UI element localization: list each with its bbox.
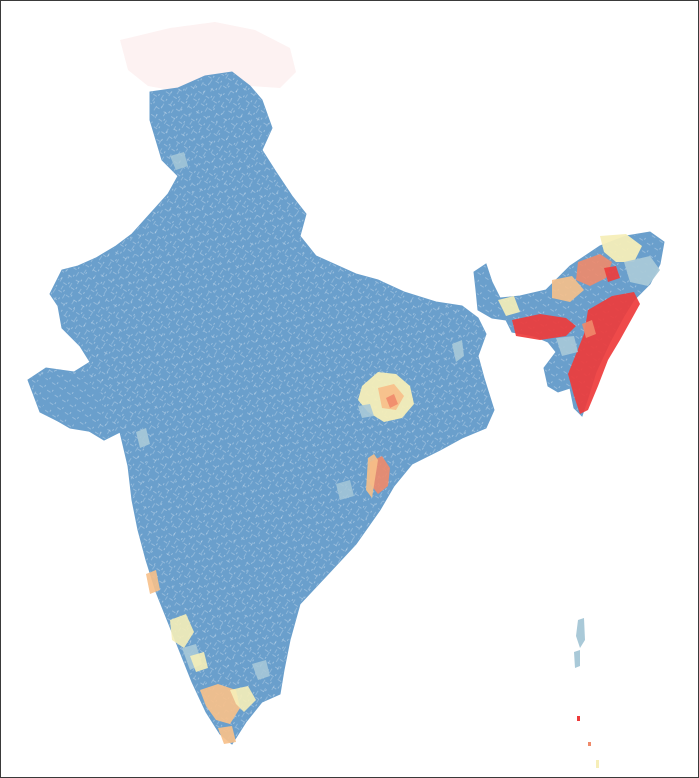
nicobar-island-3: [596, 760, 599, 768]
district-texture-overlay: [28, 72, 494, 744]
tamilnadu-yellow-2: [190, 652, 208, 672]
ne-pale-blue-patch: [624, 256, 660, 286]
ne-salmon-spot: [582, 320, 596, 338]
ne-red-band-meghalaya: [512, 314, 576, 340]
ne-red-spot: [604, 266, 620, 282]
pale-patch-bihar: [452, 340, 464, 362]
jharkhand-salmon-spot: [386, 394, 398, 408]
ne-salmon-patch: [576, 254, 612, 286]
tamilnadu-peach-cluster: [200, 684, 240, 724]
nicobar-island-2: [588, 742, 591, 746]
jharkhand-pale-blue: [358, 404, 374, 418]
tamilnadu-yellow-fringe: [230, 686, 256, 712]
ne-yellow-patch: [600, 234, 642, 262]
pale-patch-up: [170, 152, 188, 170]
pale-patch-west-coast: [146, 570, 160, 594]
andaman-islands: [576, 618, 585, 648]
north-mask-region: [120, 22, 296, 90]
ne-peach-patch: [552, 276, 584, 302]
gujarat-peninsula: [33, 369, 107, 433]
tamilnadu-tip-peach: [218, 726, 236, 744]
ne-yellow-patch-2: [498, 296, 520, 316]
tamilnadu-pale-blue: [252, 660, 270, 680]
karnataka-yellow-patch: [170, 614, 194, 648]
nicobar-island-1: [577, 716, 580, 721]
pale-patch-maharashtra: [136, 428, 150, 448]
ne-pale-blue-patch-2: [556, 336, 578, 356]
andaman-islands-2: [574, 650, 580, 668]
pale-patch-ap: [336, 480, 354, 500]
odisha-peach-rim: [366, 454, 378, 498]
